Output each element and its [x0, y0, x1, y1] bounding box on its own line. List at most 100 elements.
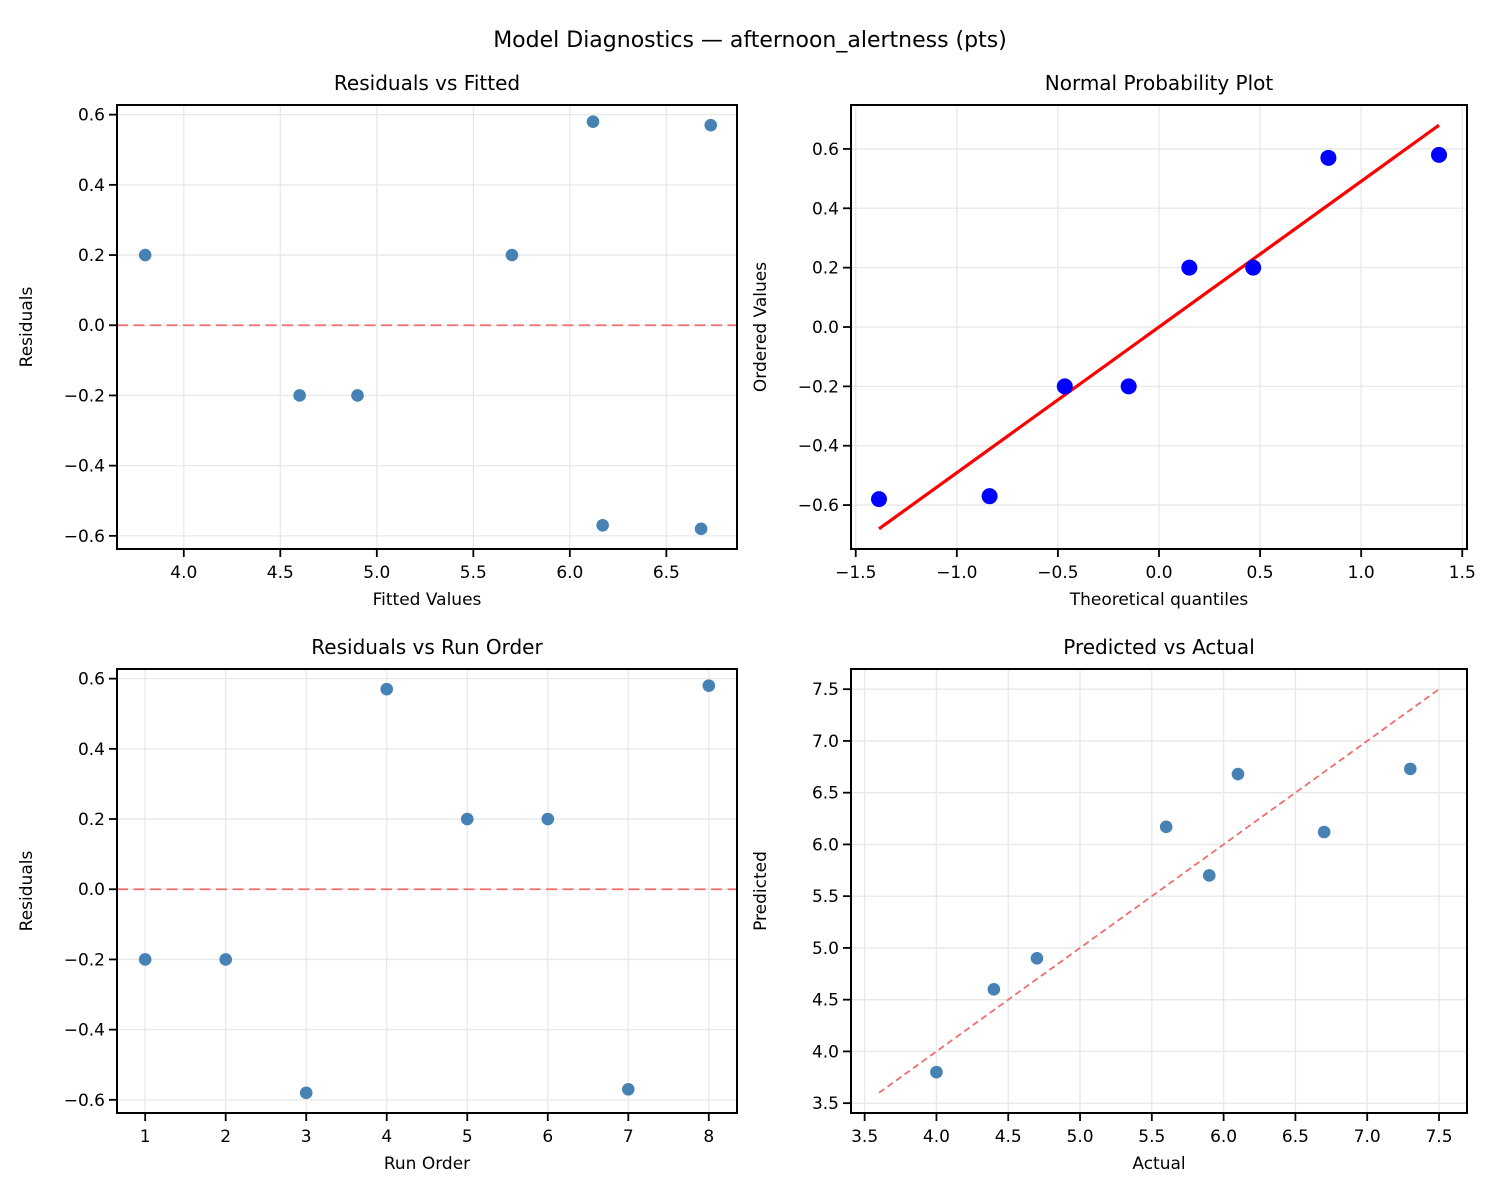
x-tick-label: −1.5: [835, 563, 876, 583]
data-point: [219, 953, 233, 966]
data-point: [1202, 869, 1216, 882]
identity-line: [878, 688, 1440, 1094]
data-point: [871, 491, 887, 508]
fit-line: [878, 123, 1440, 531]
x-tick-label: 5.0: [363, 563, 390, 583]
y-tick-label: −0.2: [798, 377, 839, 397]
data-point: [987, 983, 1001, 996]
x-tick-label: 5.5: [1138, 1127, 1165, 1147]
axes-spine: [116, 104, 738, 550]
y-tick-label: 6.0: [812, 835, 839, 855]
x-tick-label: 6.0: [556, 563, 583, 583]
data-point: [1120, 378, 1137, 395]
data-point: [460, 812, 474, 826]
y-tick-label: 5.5: [812, 887, 839, 907]
x-tick-label: 1: [140, 1127, 151, 1147]
y-tick-label: 7.0: [812, 732, 839, 752]
data-point: [1030, 951, 1044, 965]
y-tick-label: −0.6: [64, 1091, 105, 1111]
data-point: [541, 812, 555, 826]
y-tick-label: −0.2: [64, 386, 105, 406]
data-point: [1403, 762, 1417, 776]
x-tick-label: 1.5: [1449, 563, 1476, 583]
x-tick-label: 8: [703, 1127, 714, 1147]
subplot-title: Residuals vs Run Order: [311, 635, 543, 659]
data-point: [694, 522, 708, 536]
y-tick-label: 0.6: [78, 106, 105, 126]
x-tick-label: 7.0: [1354, 1127, 1381, 1147]
data-point: [1181, 259, 1198, 276]
x-tick-label: 4.5: [995, 1127, 1022, 1147]
y-tick-label: 0.4: [78, 176, 105, 196]
data-point: [1317, 825, 1331, 839]
y-tick-label: 0.2: [812, 259, 839, 279]
subplot-normal-probability-plot: −1.5 −1.0 −0.5 0.0 0.5 1.0 1.5 −0.6 −0.4 −0.2 0.0 0…: [751, 71, 1476, 610]
x-axis-label: Run Order: [384, 1154, 470, 1174]
y-tick-label: 0.2: [78, 246, 105, 266]
data-point: [293, 389, 306, 402]
data-point: [1231, 767, 1245, 781]
x-tick-label: 0.5: [1247, 563, 1274, 583]
y-tick-label: −0.4: [64, 457, 105, 477]
x-tick-label: 3: [301, 1127, 312, 1147]
y-tick-label: 0.4: [812, 199, 839, 219]
x-tick-label: −1.0: [936, 563, 977, 583]
data-point: [596, 519, 609, 532]
subplot-title: Normal Probability Plot: [1045, 71, 1274, 95]
data-point: [586, 115, 600, 128]
y-tick-label: 6.5: [812, 784, 839, 804]
y-tick-label: 0.0: [78, 316, 105, 336]
y-tick-label: 0.0: [812, 318, 839, 338]
y-tick-label: 4.0: [812, 1042, 839, 1062]
x-tick-label: 6.5: [653, 563, 680, 583]
x-tick-label: 5.0: [1067, 1127, 1094, 1147]
x-tick-label: 6.5: [1282, 1127, 1309, 1147]
figure-title: Model Diagnostics — afternoon_alertness …: [493, 28, 1007, 53]
axes-spine: [850, 668, 1468, 1114]
y-tick-label: −0.4: [798, 437, 839, 457]
x-axis-label: Fitted Values: [373, 590, 482, 610]
data-point: [1056, 378, 1073, 395]
y-tick-label: 0.6: [78, 670, 105, 690]
subplot-residuals-vs-run-order: 1 2 3 4 5 6 7 8 −0.6 −0.4 −0.2 0.0 0.2 0.4 0.6 Residual…: [17, 635, 738, 1174]
x-tick-label: 1.0: [1348, 563, 1375, 583]
subplots-group: 4.0 4.5 5.0 5.5 6.0 6.5 −0.6 −0.4 −0.2 0.0 0.2 0.4 0…: [17, 71, 1476, 1174]
data-point: [351, 389, 364, 402]
subplot-title: Residuals vs Fitted: [334, 71, 520, 95]
y-tick-label: 0.4: [78, 740, 105, 760]
x-tick-label: 4.0: [170, 563, 197, 583]
x-tick-label: 3.5: [851, 1127, 878, 1147]
data-point: [1159, 820, 1173, 834]
y-axis-label: Ordered Values: [751, 262, 771, 392]
data-point: [930, 1065, 943, 1079]
y-tick-label: 0.2: [78, 810, 105, 830]
x-axis-label: Theoretical quantiles: [1069, 590, 1249, 610]
x-tick-label: 0.0: [1145, 563, 1172, 583]
data-point: [380, 682, 394, 696]
subplot-predicted-vs-actual: 3.5 4.0 4.5 5.0 5.5 6.0 6.5 7.0 7.5 3.5 4.0 4.5 5.0 5…: [751, 635, 1468, 1174]
y-axis-label: Predicted: [751, 851, 771, 931]
x-tick-label: 4: [381, 1127, 392, 1147]
y-axis-label: Residuals: [17, 851, 37, 932]
axes-spine: [116, 668, 738, 1114]
x-tick-label: 7.5: [1425, 1127, 1452, 1147]
y-tick-label: −0.2: [64, 950, 105, 970]
x-tick-label: 4.0: [923, 1127, 950, 1147]
x-tick-label: 6.0: [1210, 1127, 1237, 1147]
x-tick-label: 6: [542, 1127, 553, 1147]
y-tick-label: 4.5: [812, 991, 839, 1011]
data-point: [1431, 146, 1447, 163]
y-tick-label: −0.4: [64, 1021, 105, 1041]
y-tick-label: −0.6: [64, 527, 105, 547]
data-point: [138, 953, 152, 966]
data-point: [1320, 149, 1337, 166]
x-tick-label: 5.5: [460, 563, 487, 583]
y-axis-label: Residuals: [17, 287, 37, 368]
y-tick-label: 5.0: [812, 939, 839, 959]
subplot-residuals-vs-fitted: 4.0 4.5 5.0 5.5 6.0 6.5 −0.6 −0.4 −0.2 0.0 0.2 0.4 0…: [17, 71, 738, 610]
data-point: [702, 679, 716, 692]
data-point: [299, 1086, 313, 1100]
x-axis-label: Actual: [1132, 1154, 1185, 1174]
